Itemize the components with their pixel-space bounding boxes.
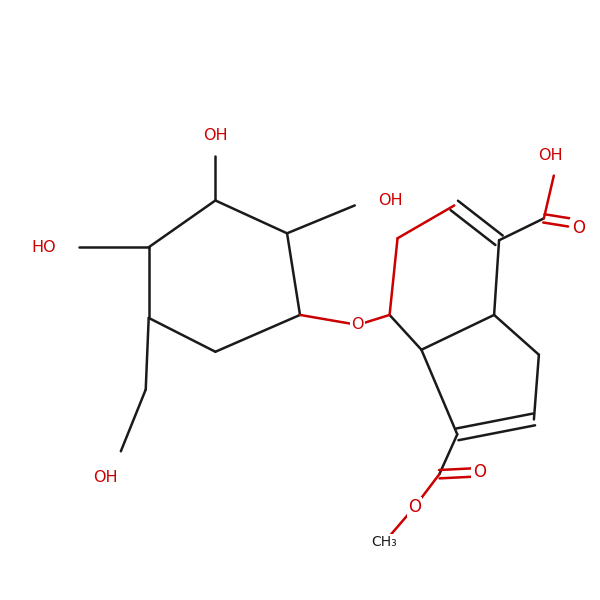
Text: OH: OH <box>377 193 402 208</box>
Text: O: O <box>572 220 585 238</box>
Text: O: O <box>408 498 421 516</box>
Text: O: O <box>473 463 485 481</box>
Text: CH₃: CH₃ <box>372 535 397 549</box>
Text: HO: HO <box>32 240 56 255</box>
Text: OH: OH <box>539 148 563 163</box>
Text: OH: OH <box>94 470 118 485</box>
Text: O: O <box>352 317 364 332</box>
Text: OH: OH <box>203 128 228 143</box>
